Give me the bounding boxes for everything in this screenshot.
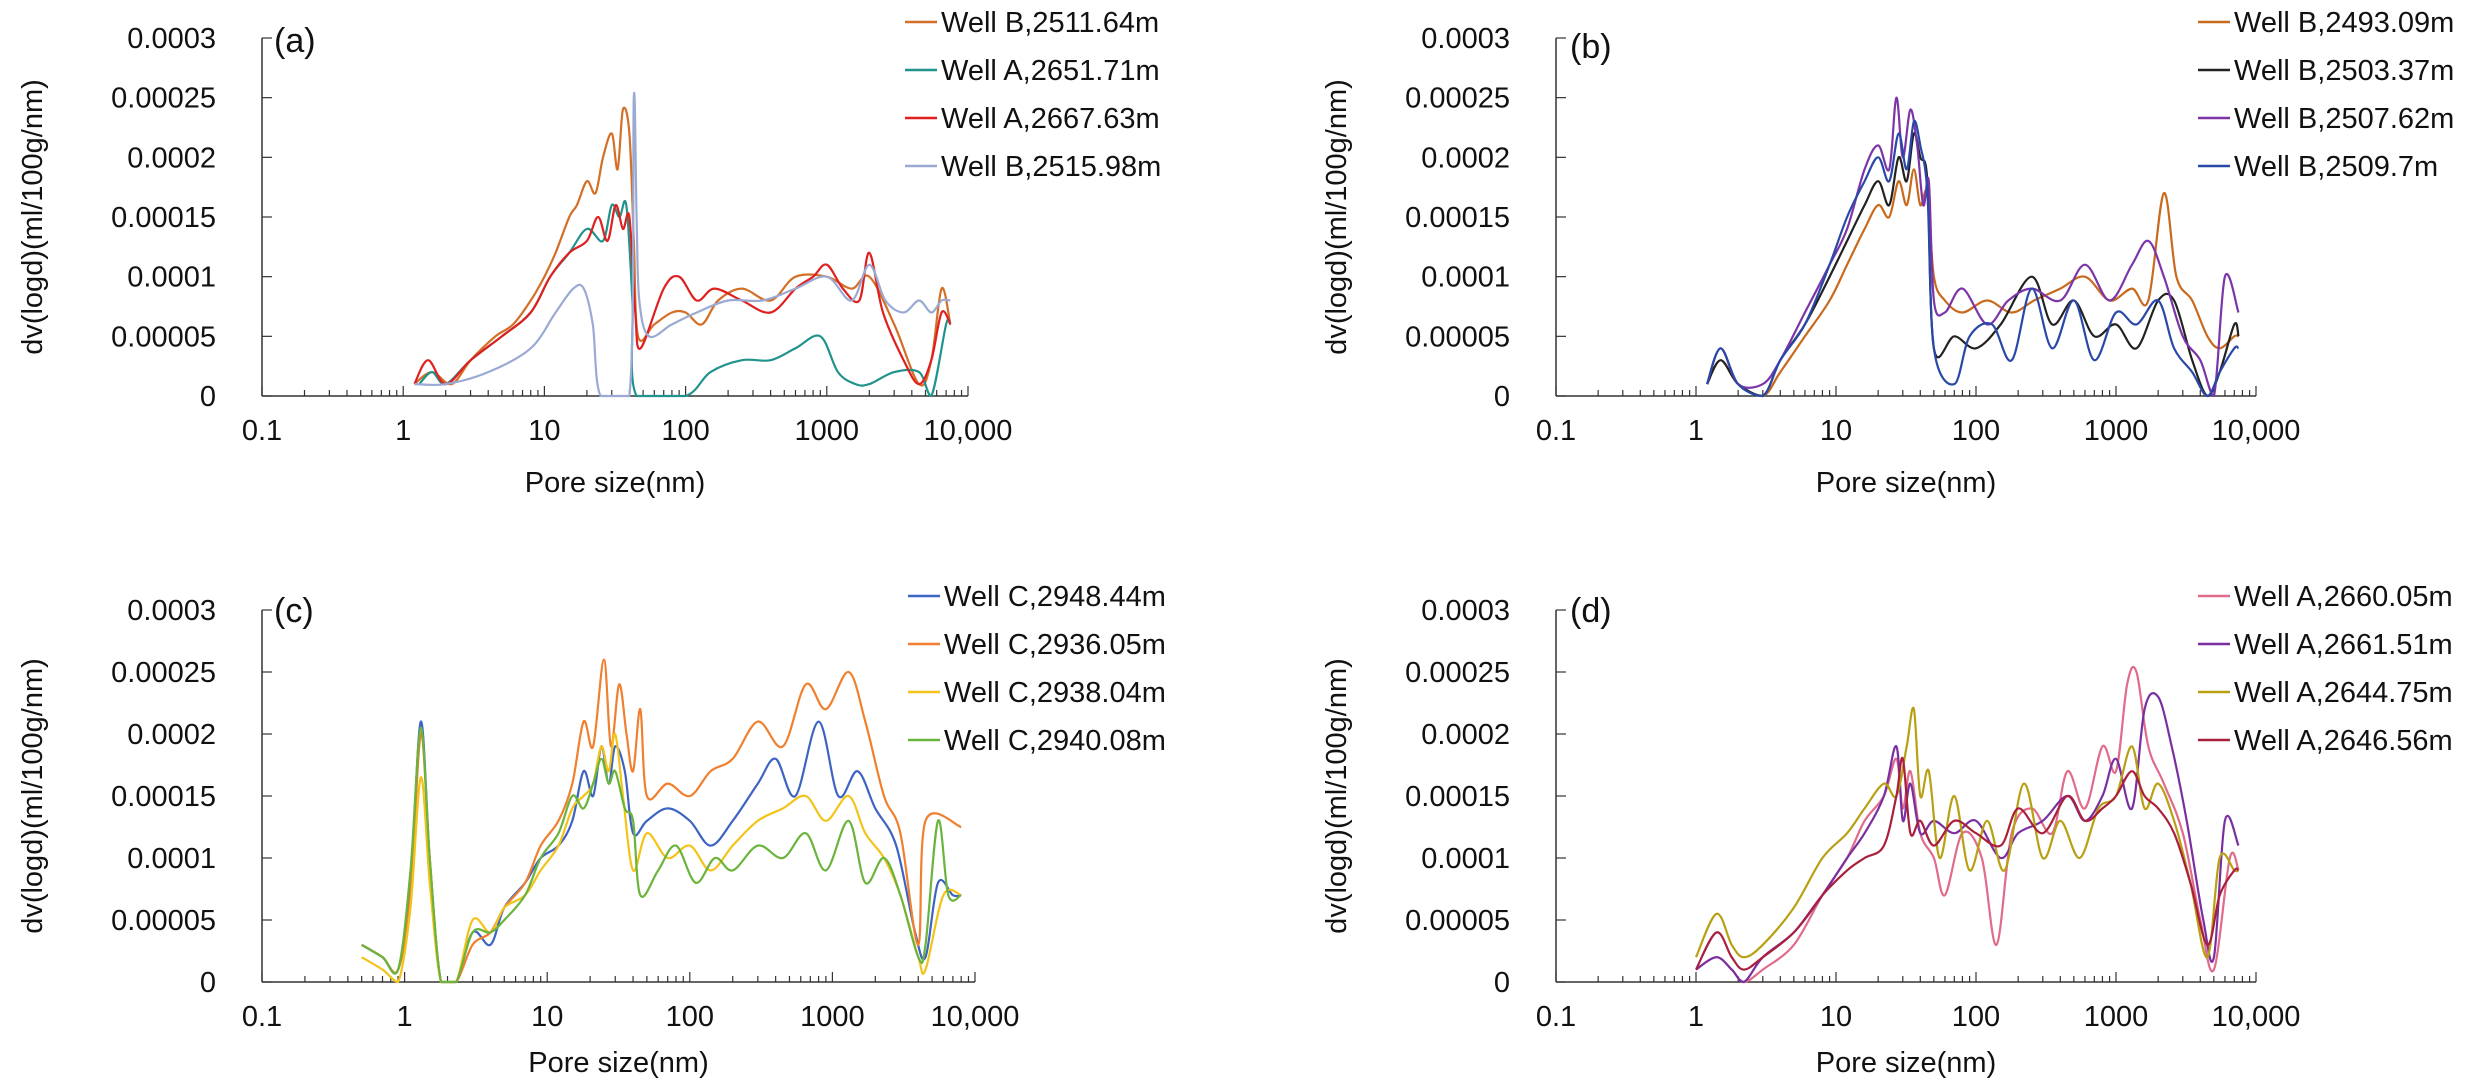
series-line-well-c-2938-04m bbox=[361, 732, 962, 984]
series-line-well-a-2646-56m bbox=[1695, 756, 2240, 971]
legend-entry: Well B,2493.09m bbox=[2234, 7, 2454, 39]
legend-entry: Well A,2660.05m bbox=[2234, 581, 2453, 613]
y-tick-label: 0.00005 bbox=[111, 905, 216, 937]
x-tick-label: 10 bbox=[1820, 415, 1852, 447]
y-tick-label: 0.0002 bbox=[127, 719, 216, 751]
x-tick-label: 10,000 bbox=[2212, 415, 2301, 447]
y-tick-label: 0 bbox=[1494, 381, 1510, 413]
y-tick-label: 0.0001 bbox=[127, 843, 216, 875]
y-axis-title: dv(logd)(ml/100g/nm) bbox=[17, 658, 49, 934]
x-tick-label: 1 bbox=[395, 415, 411, 447]
x-tick-label: 100 bbox=[1952, 1001, 2000, 1033]
series-line-well-b-2515-98m bbox=[414, 92, 951, 398]
x-tick-label: 1 bbox=[1688, 415, 1704, 447]
y-tick-label: 0.0003 bbox=[127, 23, 216, 55]
x-axis-title: Pore size(nm) bbox=[1816, 1047, 1997, 1079]
y-tick-label: 0.0003 bbox=[1421, 595, 1510, 627]
x-tick-label: 100 bbox=[666, 1001, 714, 1033]
series-line-well-a-2644-75m bbox=[1694, 706, 2239, 959]
panel-c: 0.1 1 10 100 1000 10,000 0 0.00005 0.0001 0.00015… bbox=[17, 581, 1166, 1079]
y-tick-label: 0.0003 bbox=[1421, 23, 1510, 55]
series-line-well-a-2667-63m bbox=[413, 203, 952, 386]
x-tick-label: 0.1 bbox=[242, 1001, 282, 1033]
x-axis-title: Pore size(nm) bbox=[1816, 467, 1997, 499]
x-tick-label: 10 bbox=[531, 1001, 563, 1033]
x-axis-title: Pore size(nm) bbox=[525, 467, 706, 499]
y-tick-label: 0.0002 bbox=[1421, 719, 1510, 751]
y-tick-label: 0 bbox=[200, 967, 216, 999]
panel-label: (b) bbox=[1570, 28, 1612, 66]
x-axis-title: Pore size(nm) bbox=[528, 1047, 709, 1079]
x-tick-label: 10,000 bbox=[931, 1001, 1020, 1033]
x-tick-label: 100 bbox=[1952, 415, 2000, 447]
series-line-well-b-2511-64m bbox=[413, 106, 952, 387]
y-tick-label: 0 bbox=[1494, 967, 1510, 999]
x-tick-label: 1 bbox=[397, 1001, 413, 1033]
series-line-well-b-2493-09m bbox=[1706, 168, 2239, 398]
y-tick-label: 0.00005 bbox=[1405, 905, 1510, 937]
y-tick-label: 0.00025 bbox=[1405, 657, 1510, 689]
legend-entry: Well A,2651.71m bbox=[941, 55, 1160, 87]
x-tick-label: 10 bbox=[528, 415, 560, 447]
series-line-well-b-2507-62m bbox=[1706, 96, 2240, 398]
x-tick-label: 0.1 bbox=[1536, 415, 1576, 447]
legend-entry: Well B,2507.62m bbox=[2234, 103, 2454, 135]
legend-entry: Well A,2646.56m bbox=[2234, 725, 2453, 757]
y-tick-label: 0.00015 bbox=[1405, 781, 1510, 813]
x-tick-label: 10,000 bbox=[2212, 1001, 2301, 1033]
y-axis-title: dv(logd)(ml/100g/nm) bbox=[1321, 658, 1353, 934]
y-tick-label: 0.0001 bbox=[127, 262, 216, 294]
y-tick-label: 0.0001 bbox=[1421, 843, 1510, 875]
y-tick-label: 0 bbox=[200, 381, 216, 413]
y-tick-label: 0.00025 bbox=[111, 657, 216, 689]
y-axis-title: dv(logd)(ml/100g/nm) bbox=[1321, 79, 1353, 355]
panel-a: 0.1 1 10 100 1000 10,000 0 0.00005 0.0001 0.00015… bbox=[17, 7, 1161, 499]
legend-entry: Well B,2515.98m bbox=[941, 151, 1161, 183]
series-line-well-b-2509-7m bbox=[1706, 119, 2240, 398]
y-tick-label: 0.0001 bbox=[1421, 262, 1510, 294]
legend-entry: Well C,2936.05m bbox=[944, 629, 1166, 661]
x-tick-label: 1 bbox=[1688, 1001, 1704, 1033]
legend-entry: Well C,2938.04m bbox=[944, 677, 1166, 709]
y-tick-label: 0.0003 bbox=[127, 595, 216, 627]
y-tick-label: 0.0002 bbox=[1421, 142, 1510, 174]
legend-entry: Well C,2940.08m bbox=[944, 725, 1166, 757]
legend-entry: Well B,2509.7m bbox=[2234, 151, 2438, 183]
x-tick-label: 0.1 bbox=[1536, 1001, 1576, 1033]
y-tick-label: 0.00015 bbox=[111, 781, 216, 813]
series-line-well-c-2936-05m bbox=[361, 658, 962, 984]
legend-entry: Well B,2503.37m bbox=[2234, 55, 2454, 87]
y-axis-title: dv(logd)(ml/100g/nm) bbox=[17, 79, 49, 355]
x-tick-label: 0.1 bbox=[242, 415, 282, 447]
legend-entry: Well A,2667.63m bbox=[941, 103, 1160, 135]
series-line-well-a-2661-51m bbox=[1695, 692, 2240, 984]
x-tick-label: 1000 bbox=[800, 1001, 865, 1033]
legend-entry: Well C,2948.44m bbox=[944, 581, 1166, 613]
x-tick-label: 1000 bbox=[2084, 1001, 2149, 1033]
legend-entry: Well B,2511.64m bbox=[941, 7, 1159, 39]
y-tick-label: 0.00005 bbox=[1405, 321, 1510, 353]
panel-d: 0.1 1 10 100 1000 10,000 0 0.00005 0.0001 0.00015… bbox=[1321, 581, 2453, 1079]
y-tick-label: 0.00015 bbox=[1405, 202, 1510, 234]
y-tick-label: 0.00025 bbox=[1405, 83, 1510, 115]
x-tick-label: 1000 bbox=[2084, 415, 2149, 447]
x-tick-label: 10,000 bbox=[924, 415, 1013, 447]
panel-label: (c) bbox=[274, 592, 314, 630]
y-tick-label: 0.00005 bbox=[111, 321, 216, 353]
x-tick-label: 1000 bbox=[795, 415, 860, 447]
y-tick-label: 0.00025 bbox=[111, 83, 216, 115]
panel-label: (a) bbox=[274, 22, 316, 60]
y-tick-label: 0.0002 bbox=[127, 142, 216, 174]
x-tick-label: 10 bbox=[1820, 1001, 1852, 1033]
legend-entry: Well A,2661.51m bbox=[2234, 629, 2453, 661]
legend-entry: Well A,2644.75m bbox=[2234, 677, 2453, 709]
y-tick-label: 0.00015 bbox=[111, 202, 216, 234]
panel-b: 0.1 1 10 100 1000 10,000 0 0.00005 0.0001 0.00015… bbox=[1321, 7, 2454, 499]
x-tick-label: 100 bbox=[661, 415, 709, 447]
panel-label: (d) bbox=[1570, 592, 1612, 630]
series-line-well-c-2940-08m bbox=[361, 726, 962, 984]
